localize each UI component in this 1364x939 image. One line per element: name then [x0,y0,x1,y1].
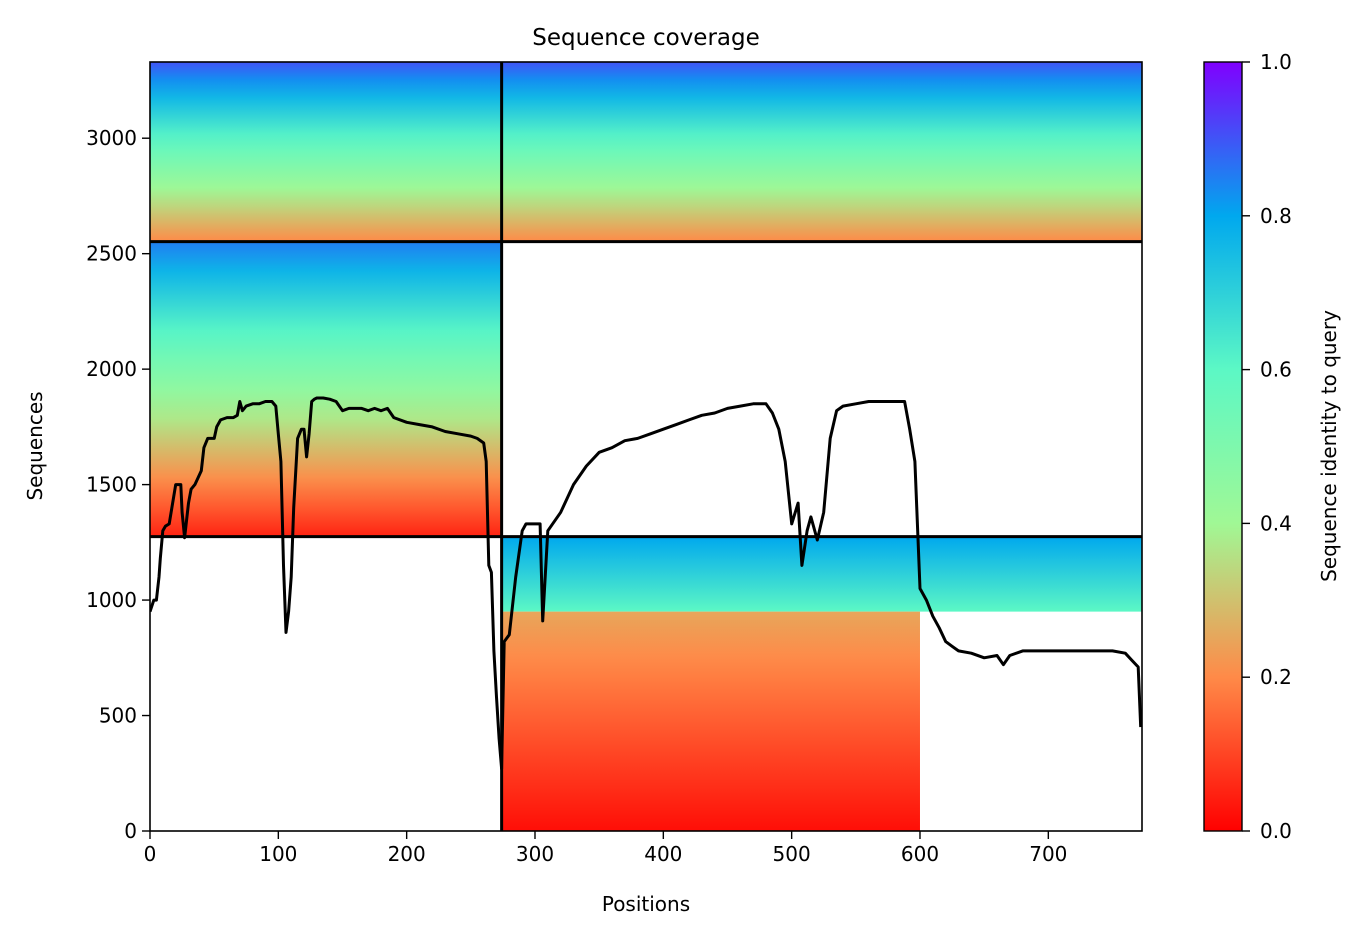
y-tick-label: 0 [124,819,137,843]
colorbar-tick-label: 0.0 [1260,819,1292,843]
colorbar-tick-label: 1.0 [1260,50,1292,74]
x-tick-label: 0 [144,842,157,866]
x-axis-label: Positions [602,892,690,916]
colorbar-label: Sequence identity to query [1317,310,1341,582]
y-tick-label: 2000 [86,357,137,381]
coverage-block [501,62,1142,242]
coverage-line [150,396,1142,771]
x-tick-label: 600 [901,842,939,866]
coverage-block [150,62,502,242]
colorbar-tick-label: 0.4 [1260,511,1292,535]
colorbar-tick-label: 0.6 [1260,358,1292,382]
plot-frame [149,61,1143,832]
coverage-block [150,241,502,537]
coverage-block [501,536,1142,612]
x-tick-label: 200 [388,842,426,866]
x-tick-label: 100 [259,842,297,866]
x-tick-label: 500 [773,842,811,866]
y-tick-label: 1500 [86,473,137,497]
y-tick-label: 500 [99,704,137,728]
y-axis-label: Sequences [23,391,47,500]
colorbar [1203,61,1243,832]
x-tick-label: 300 [516,842,554,866]
x-tick-label: 700 [1029,842,1067,866]
x-tick-label: 400 [644,842,682,866]
colorbar-tick-label: 0.2 [1260,665,1292,689]
colorbar-tick-label: 0.8 [1260,204,1292,228]
coverage-block [501,611,920,831]
y-tick-label: 1000 [86,588,137,612]
y-tick-label: 2500 [86,242,137,266]
chart-title: Sequence coverage [532,25,760,51]
y-tick-label: 3000 [86,126,137,150]
